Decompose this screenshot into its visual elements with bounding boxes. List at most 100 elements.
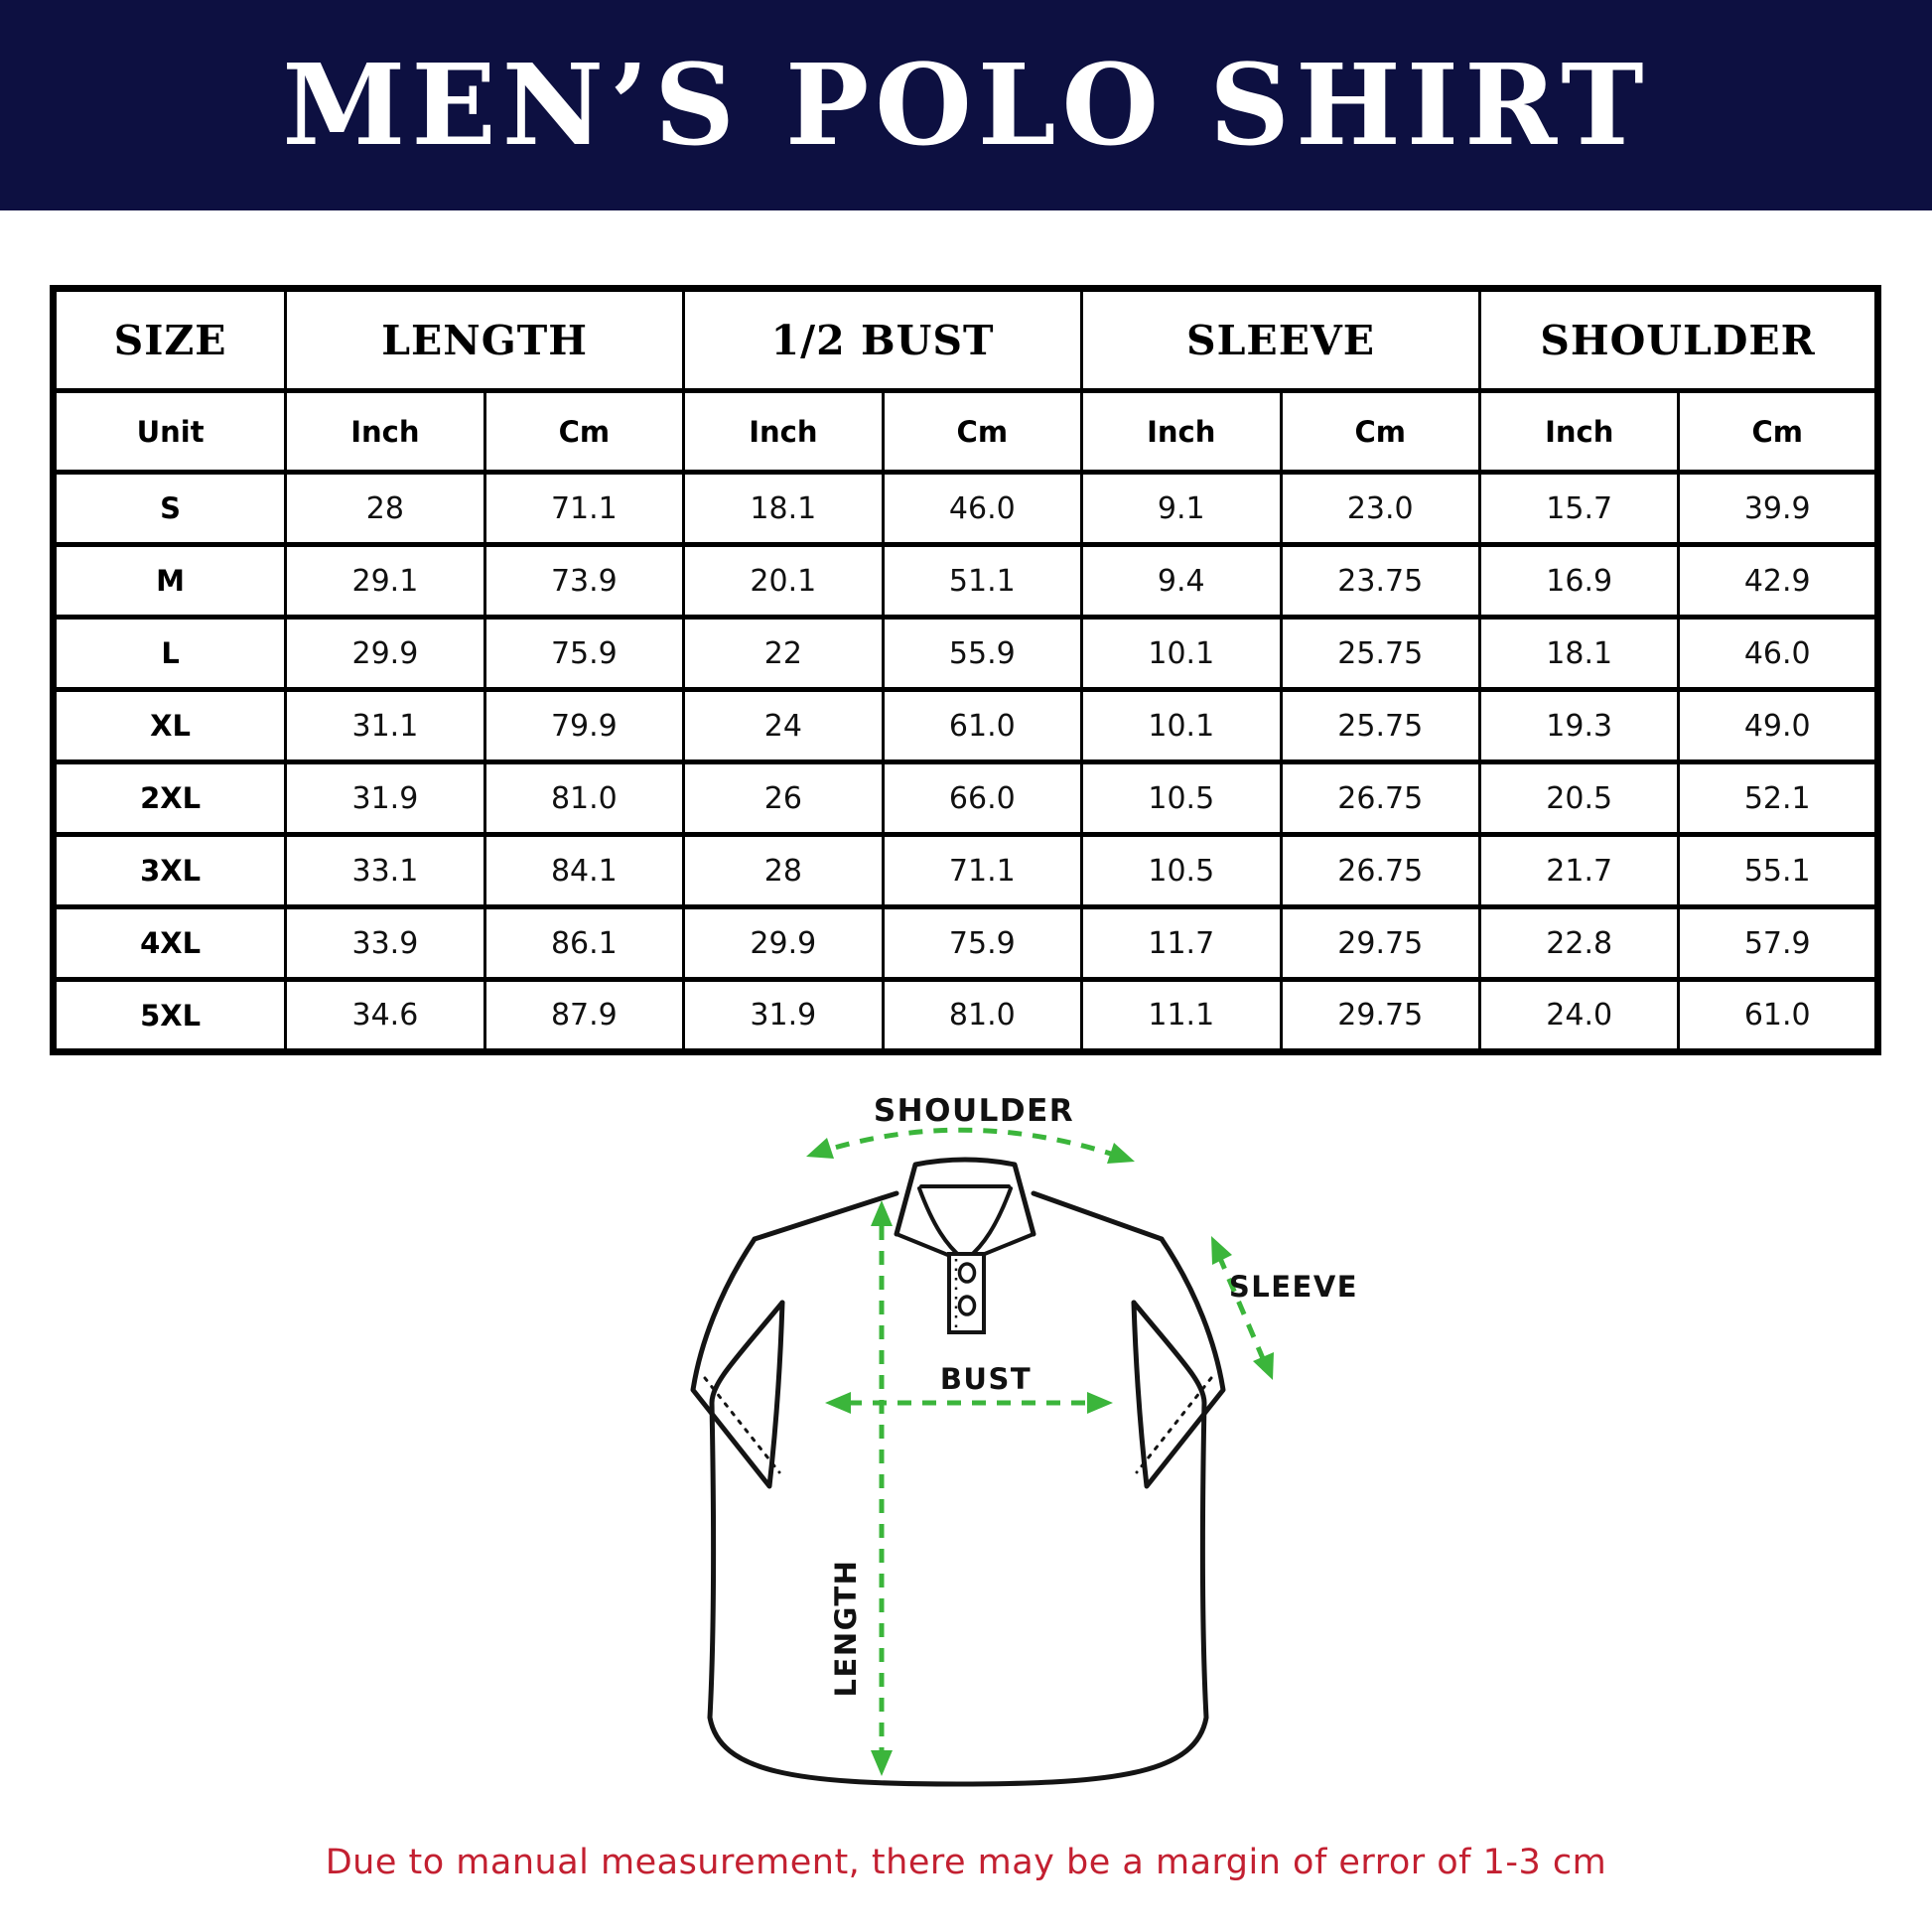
value-cell: 34.6	[284, 977, 486, 1054]
value-cell: 22	[682, 615, 885, 692]
table-row: 5XL 34.6 87.9 31.9 81.0 11.1 29.75 24.0 …	[51, 977, 1879, 1054]
value-cell: 73.9	[483, 542, 686, 620]
value-cell: 75.9	[881, 904, 1084, 982]
value-cell: 46.0	[1677, 615, 1879, 692]
left-sleeve-stitch	[703, 1376, 781, 1474]
value-cell: 42.9	[1677, 542, 1879, 620]
value-cell: 25.75	[1279, 687, 1481, 764]
length-arrow	[871, 1200, 893, 1776]
value-cell: 57.9	[1677, 904, 1879, 982]
unit-cell: Inch	[1080, 388, 1283, 475]
sleeve-arrow	[1211, 1236, 1274, 1380]
length-label: LENGTH	[829, 1560, 863, 1698]
value-cell: 84.1	[483, 832, 686, 909]
value-cell: 11.7	[1080, 904, 1283, 982]
column-header-shoulder: SHOULDER	[1477, 286, 1880, 393]
shoulder-arrow-line	[811, 1127, 1130, 1163]
value-cell: 86.1	[483, 904, 686, 982]
value-cell: 55.9	[881, 615, 1084, 692]
arrowhead-up-icon	[1211, 1236, 1232, 1265]
value-cell: 26.75	[1279, 759, 1481, 837]
arrowhead-up-icon	[871, 1200, 893, 1226]
value-cell: 79.9	[483, 687, 686, 764]
value-cell: 16.9	[1477, 542, 1681, 620]
value-cell: 29.9	[682, 904, 885, 982]
value-cell: 26	[682, 759, 885, 837]
arrowhead-right-icon	[1087, 1392, 1113, 1414]
column-header-size: SIZE	[51, 286, 288, 393]
value-cell: 10.5	[1080, 832, 1283, 909]
value-cell: 31.1	[284, 687, 486, 764]
value-cell: 9.4	[1080, 542, 1283, 620]
unit-cell: Cm	[881, 388, 1084, 475]
value-cell: 29.1	[284, 542, 486, 620]
arrowhead-right-icon	[1107, 1143, 1135, 1164]
shoulder-label: SHOULDER	[874, 1093, 1074, 1129]
button	[957, 1262, 977, 1284]
measurement-note: Due to manual measurement, there may be …	[325, 1843, 1607, 1882]
unit-row: Unit Inch Cm Inch Cm Inch Cm Inch Cm	[51, 388, 1879, 475]
size-cell: M	[51, 542, 288, 620]
size-cell: 4XL	[51, 904, 288, 982]
table-row: XL 31.1 79.9 24 61.0 10.1 25.75 19.3 49.…	[51, 687, 1879, 764]
value-cell: 11.1	[1080, 977, 1283, 1054]
unit-cell: Unit	[51, 388, 288, 475]
value-cell: 31.9	[682, 977, 885, 1054]
table-row: 3XL 33.1 84.1 28 71.1 10.5 26.75 21.7 55…	[51, 832, 1879, 909]
page-title: MEN’S POLO SHIRT	[282, 40, 1650, 171]
shoulder-arrow	[806, 1127, 1135, 1164]
value-cell: 61.0	[881, 687, 1084, 764]
value-cell: 19.3	[1477, 687, 1681, 764]
polo-shirt-diagram: SHOULDER SLEEVE BUST LENGTH	[556, 1077, 1430, 1802]
value-cell: 81.0	[483, 759, 686, 837]
value-cell: 28	[682, 832, 885, 909]
size-cell: L	[51, 615, 288, 692]
size-chart-table: SIZE LENGTH 1/2 BUST SLEEVE SHOULDER Uni…	[50, 285, 1881, 1055]
sleeve-arrow-line	[1216, 1255, 1268, 1364]
column-header-half-bust: 1/2 BUST	[682, 286, 1084, 393]
right-sleeve	[1131, 1236, 1226, 1489]
value-cell: 10.1	[1080, 687, 1283, 764]
value-cell: 20.1	[682, 542, 885, 620]
button-placket	[947, 1252, 986, 1334]
value-cell: 61.0	[1677, 977, 1879, 1054]
arrowhead-down-icon	[1253, 1352, 1274, 1380]
value-cell: 33.9	[284, 904, 486, 982]
arrowhead-left-icon	[825, 1392, 851, 1414]
value-cell: 18.1	[682, 470, 885, 547]
value-cell: 29.75	[1279, 977, 1481, 1054]
unit-cell: Inch	[284, 388, 486, 475]
unit-cell: Cm	[483, 388, 686, 475]
value-cell: 23.75	[1279, 542, 1481, 620]
value-cell: 18.1	[1477, 615, 1681, 692]
size-cell: XL	[51, 687, 288, 764]
value-cell: 15.7	[1477, 470, 1681, 547]
size-cell: 2XL	[51, 759, 288, 837]
value-cell: 71.1	[483, 470, 686, 547]
title-banner: MEN’S POLO SHIRT	[0, 0, 1932, 210]
shirt-body	[707, 1300, 1209, 1787]
value-cell: 75.9	[483, 615, 686, 692]
value-cell: 10.5	[1080, 759, 1283, 837]
table-header-row: SIZE LENGTH 1/2 BUST SLEEVE SHOULDER	[51, 286, 1880, 393]
table-row: M 29.1 73.9 20.1 51.1 9.4 23.75 16.9 42.…	[51, 542, 1879, 620]
measurement-arrows	[806, 1127, 1274, 1776]
value-cell: 33.1	[284, 832, 486, 909]
value-cell: 51.1	[881, 542, 1084, 620]
value-cell: 10.1	[1080, 615, 1283, 692]
value-cell: 49.0	[1677, 687, 1879, 764]
value-cell: 21.7	[1477, 832, 1681, 909]
table-row: L 29.9 75.9 22 55.9 10.1 25.75 18.1 46.0	[51, 615, 1879, 692]
value-cell: 26.75	[1279, 832, 1481, 909]
table-row: S 28 71.1 18.1 46.0 9.1 23.0 15.7 39.9	[51, 470, 1879, 547]
value-cell: 28	[284, 470, 486, 547]
arrowhead-down-icon	[871, 1750, 893, 1776]
right-shoulder-seam	[1031, 1190, 1165, 1242]
value-cell: 24.0	[1477, 977, 1681, 1054]
collar	[894, 1157, 1036, 1262]
size-cell: 3XL	[51, 832, 288, 909]
bust-label: BUST	[940, 1362, 1032, 1396]
unit-cell: Inch	[682, 388, 885, 475]
size-cell: 5XL	[51, 977, 288, 1054]
